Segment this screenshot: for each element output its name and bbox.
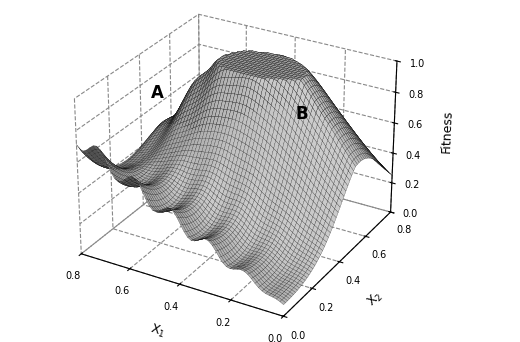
Text: A: A <box>151 84 164 102</box>
X-axis label: X$_1$: X$_1$ <box>148 321 167 340</box>
Text: B: B <box>295 105 308 123</box>
Y-axis label: X$_2$: X$_2$ <box>365 288 386 310</box>
